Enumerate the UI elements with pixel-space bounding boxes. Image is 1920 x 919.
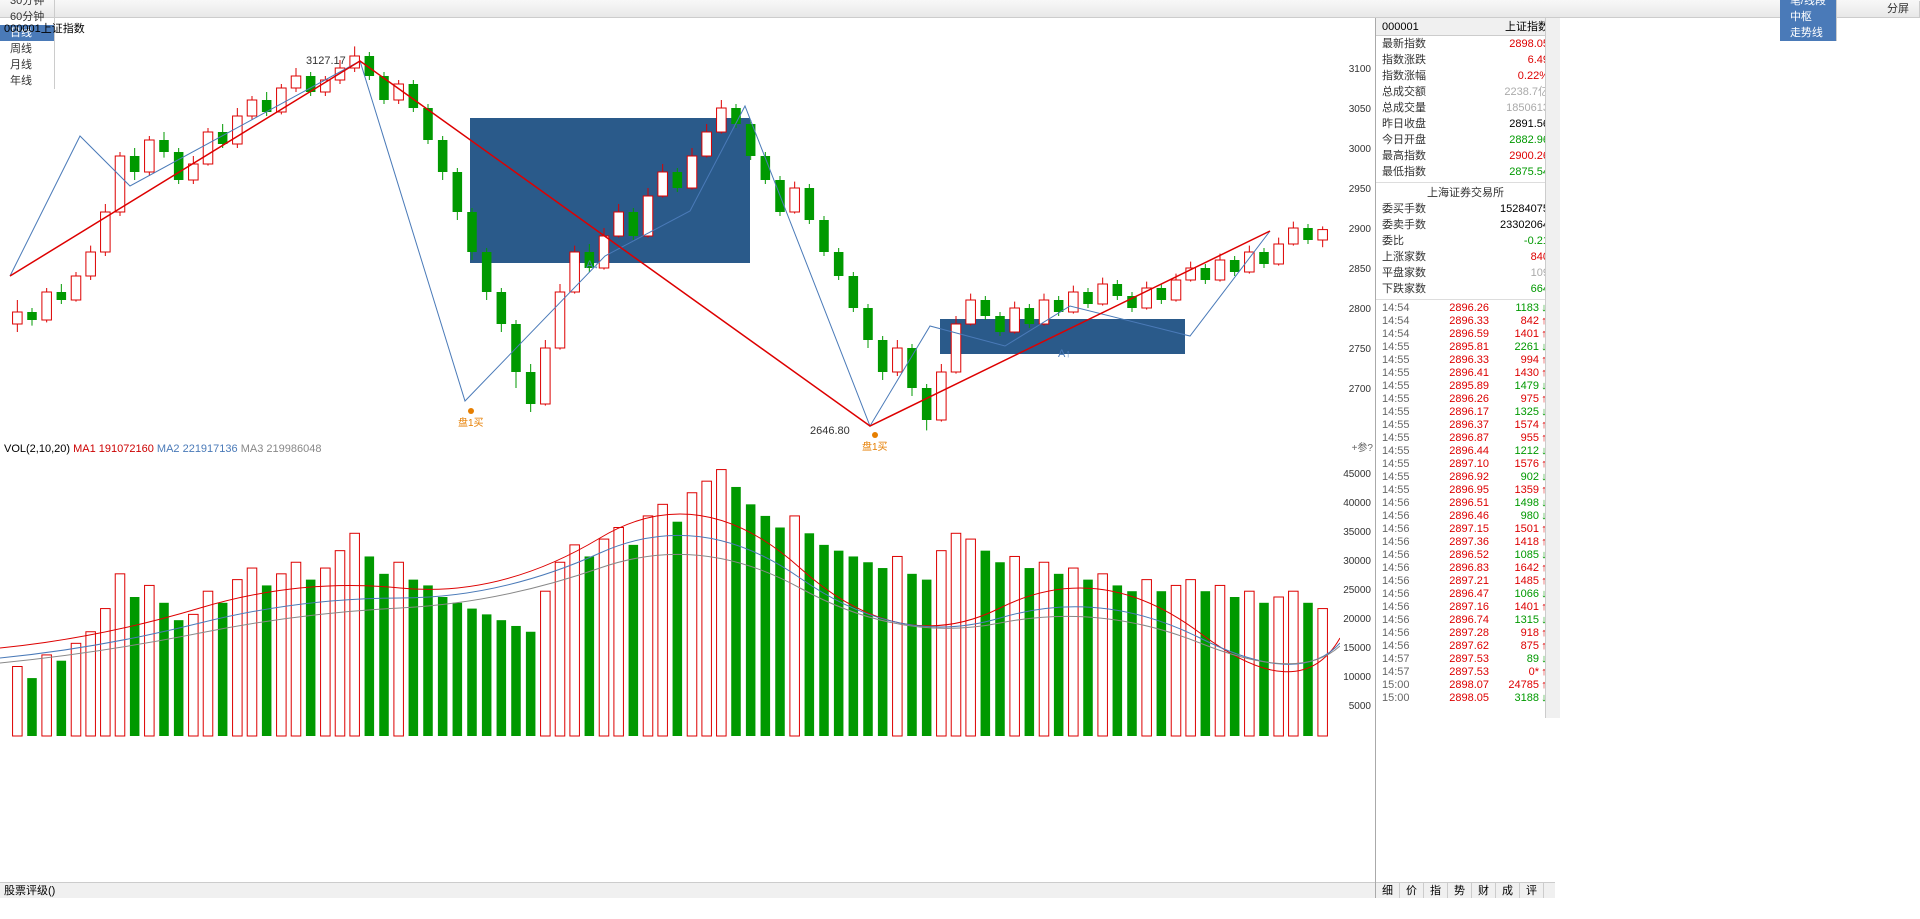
tick-row: 15:002898.053188↓ <box>1376 692 1555 705</box>
tick-row: 14:562896.471066↓ <box>1376 588 1555 601</box>
tick-row: 14:562896.46980↓ <box>1376 510 1555 523</box>
split-screen-button[interactable]: 分屏 <box>1877 1 1920 17</box>
tick-row: 14:552895.891479↓ <box>1376 380 1555 393</box>
exchange-label: 上海证券交易所 <box>1376 185 1555 201</box>
svg-text:2646.80: 2646.80 <box>810 425 850 436</box>
tick-row: 14:552896.411430↑ <box>1376 367 1555 380</box>
svg-text:A↑: A↑ <box>1058 348 1071 360</box>
tick-row: 14:562897.151501↑ <box>1376 523 1555 536</box>
panel-tab[interactable]: 评 <box>1520 883 1544 898</box>
tick-row: 14:562896.511498↓ <box>1376 497 1555 510</box>
panel-tab[interactable]: 财 <box>1472 883 1496 898</box>
quote-row: 总成交量1850613 <box>1376 100 1555 116</box>
add-indicator-button[interactable]: +参? <box>1352 443 1373 454</box>
tick-row: 14:562896.741315↓ <box>1376 614 1555 627</box>
quote-row: 指数涨跌6.49 <box>1376 52 1555 68</box>
tick-row: 14:552896.33994↑ <box>1376 354 1555 367</box>
tick-row: 14:552896.371574↑ <box>1376 419 1555 432</box>
price-chart[interactable]: 3127.17 2646.80 A↓ A↑ <box>0 36 1340 436</box>
volume-title: VOL(2,10,20) MA1 191072160 MA2 221917136… <box>4 443 321 455</box>
tick-row: 14:562896.521085↓ <box>1376 549 1555 562</box>
tick-row: 14:572897.530*↑ <box>1376 666 1555 679</box>
tick-row: 14:552897.101576↑ <box>1376 458 1555 471</box>
quote-row: 平盘家数109 <box>1376 265 1555 281</box>
tick-row: 14:552896.171325↓ <box>1376 406 1555 419</box>
quote-row: 上涨家数840 <box>1376 249 1555 265</box>
quote-row: 今日开盘2882.96 <box>1376 132 1555 148</box>
tick-list[interactable]: 14:542896.261183↓14:542896.33842↑14:5428… <box>1376 302 1555 882</box>
tick-row: 14:562897.211485↑ <box>1376 575 1555 588</box>
tick-row: 14:542896.591401↑ <box>1376 328 1555 341</box>
tick-row: 14:552895.812261↓ <box>1376 341 1555 354</box>
quote-panel-header: 000001 上证指数 <box>1376 18 1555 36</box>
analysis-tab[interactable]: 中枢 <box>1780 9 1837 25</box>
tick-row: 14:562897.62875↑ <box>1376 640 1555 653</box>
quote-row: 委比-0.21 <box>1376 233 1555 249</box>
quote-row: 委买手数15284075 <box>1376 201 1555 217</box>
tick-row: 14:562896.831642↑ <box>1376 562 1555 575</box>
tick-row: 14:562897.161401↑ <box>1376 601 1555 614</box>
scrollbar[interactable] <box>1545 18 1560 718</box>
panel-tab[interactable]: 势 <box>1448 883 1472 898</box>
tick-row: 14:562897.361418↑ <box>1376 536 1555 549</box>
panel-tab[interactable]: 价 <box>1400 883 1424 898</box>
quote-row: 指数涨幅0.22% <box>1376 68 1555 84</box>
chart-title: 000001上证指数 <box>4 20 85 36</box>
quote-row: 委卖手数23302064 <box>1376 217 1555 233</box>
quote-row: 最新指数2898.05 <box>1376 36 1555 52</box>
quote-row: 总成交额2238.7亿 <box>1376 84 1555 100</box>
svg-text:3127.17: 3127.17 <box>306 55 346 67</box>
quote-row: 最低指数2875.54 <box>1376 164 1555 180</box>
tick-row: 14:562897.28918↑ <box>1376 627 1555 640</box>
panel-tab[interactable]: 成 <box>1496 883 1520 898</box>
tick-row: 14:552896.87955↑ <box>1376 432 1555 445</box>
tick-row: 15:002898.0724785↑ <box>1376 679 1555 692</box>
quote-row: 最高指数2900.26 <box>1376 148 1555 164</box>
timeframe-toolbar: 分时1分钟5分钟15分钟30分钟60分钟日线周线月线年线 买卖点笔/线段中枢走势… <box>0 0 1920 18</box>
chart-area: 000001上证指数 3127.17 2646.80 A↓A↑ 盘1买盘1买 3… <box>0 18 1375 898</box>
volume-chart[interactable] <box>0 458 1340 738</box>
svg-text:A↓: A↓ <box>586 259 599 271</box>
tick-row: 14:552896.951359↑ <box>1376 484 1555 497</box>
quote-row: 下跌家数664 <box>1376 281 1555 297</box>
tick-row: 14:552896.441212↓ <box>1376 445 1555 458</box>
tick-row: 14:552896.92902↓ <box>1376 471 1555 484</box>
panel-tab[interactable]: 指 <box>1424 883 1448 898</box>
panel-tab[interactable]: 细 <box>1376 883 1400 898</box>
buy-marker: 盘1买 <box>862 432 888 453</box>
quote-row: 昨日收盘2891.56 <box>1376 116 1555 132</box>
bottom-status-bar: 股票评级() <box>0 882 1375 898</box>
tick-row: 14:552896.26975↑ <box>1376 393 1555 406</box>
analysis-tab[interactable]: 走势线 <box>1780 25 1837 41</box>
timeframe-tab[interactable]: 30分钟 <box>0 0 55 9</box>
quote-panel: 000001 上证指数 最新指数2898.05指数涨跌6.49指数涨幅0.22%… <box>1375 18 1555 898</box>
analysis-tab[interactable]: 笔/线段 <box>1780 0 1837 9</box>
tick-row: 14:572897.5389↓ <box>1376 653 1555 666</box>
tick-row: 14:542896.261183↓ <box>1376 302 1555 315</box>
tick-row: 14:542896.33842↑ <box>1376 315 1555 328</box>
buy-marker: 盘1买 <box>458 408 484 429</box>
quote-panel-tabs: 细价指势财成评 <box>1376 882 1555 898</box>
